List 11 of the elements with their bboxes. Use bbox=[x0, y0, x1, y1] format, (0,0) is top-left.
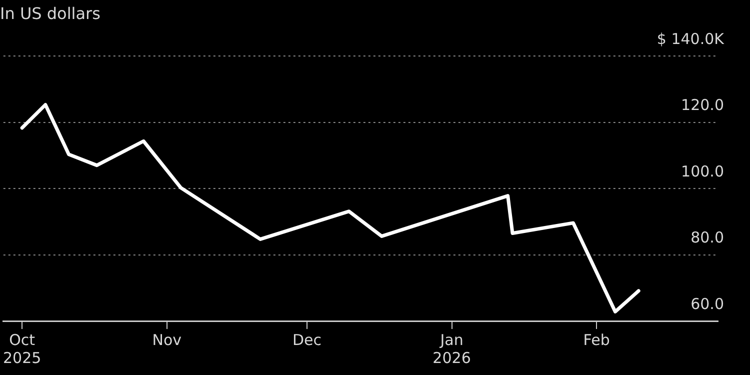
chart-subtitle: In US dollars bbox=[0, 4, 100, 23]
y-tick-label: $ 140.0K bbox=[656, 30, 726, 48]
x-tick-label: Nov bbox=[152, 330, 182, 349]
y-tick-label: 100.0 bbox=[681, 162, 724, 180]
x-tick-label: Oct 2025 bbox=[2, 330, 42, 367]
x-tick-label: Feb bbox=[583, 330, 610, 349]
y-tick-label: 60.0 bbox=[690, 294, 724, 313]
y-tick-label: 120.0 bbox=[681, 96, 724, 114]
x-tick-label: Jan 2026 bbox=[432, 330, 471, 367]
y-tick-label: 80.0 bbox=[690, 228, 724, 247]
x-tick-label: Dec bbox=[292, 330, 322, 349]
